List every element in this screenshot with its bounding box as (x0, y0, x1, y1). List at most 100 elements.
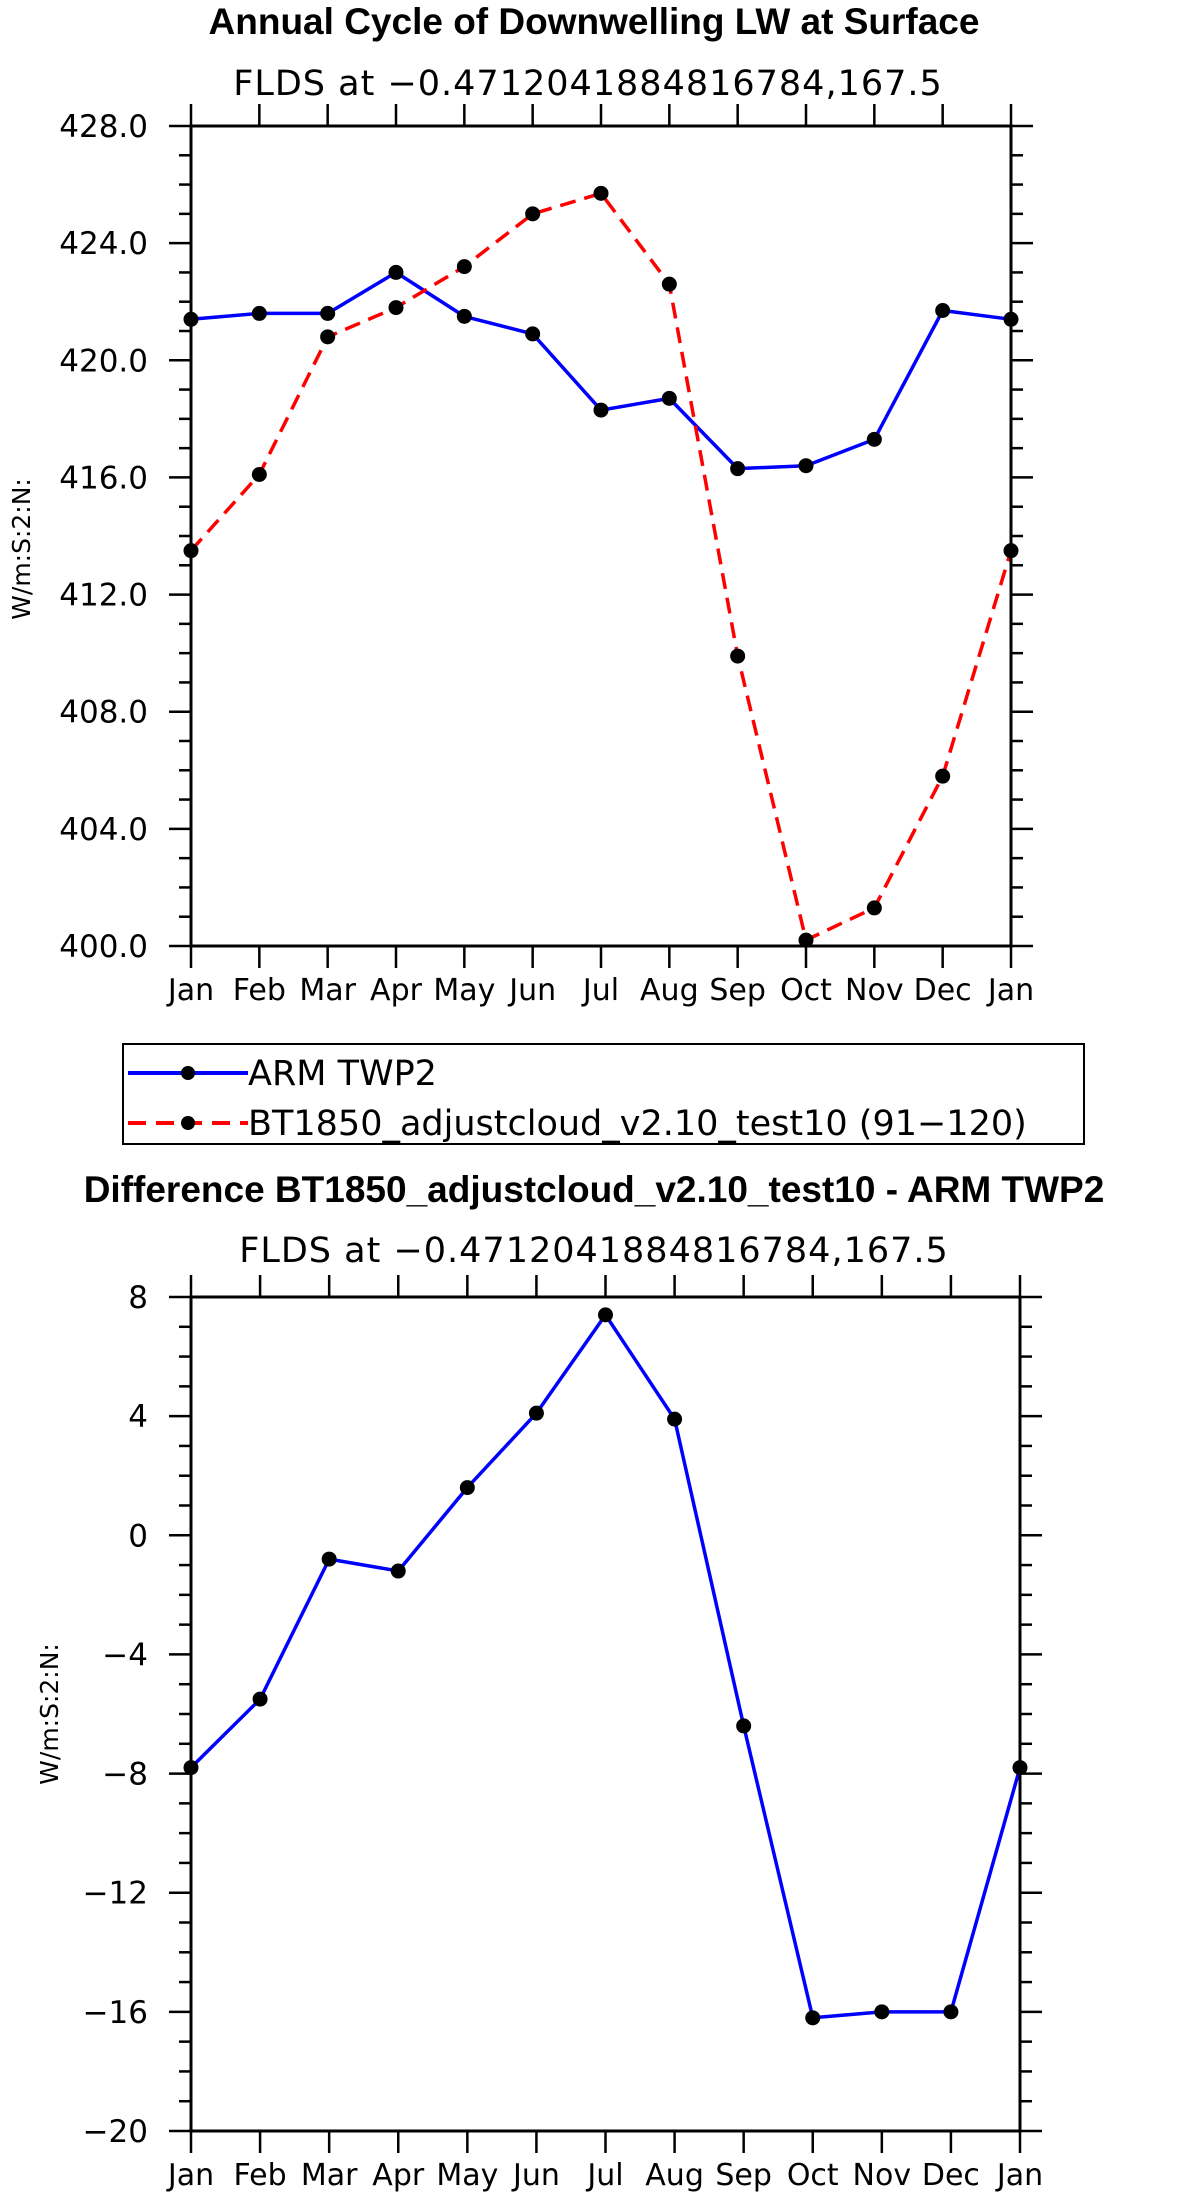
data-point (935, 303, 951, 318)
data-point (866, 900, 882, 916)
data-point (935, 768, 951, 784)
x-tick-label: Nov (853, 2158, 912, 2193)
x-tick-label: Mar (299, 973, 356, 1008)
data-point (390, 1563, 406, 1579)
legend: ARM TWP2 BT1850_adjustcloud_v2.10_test10… (122, 1043, 1085, 1145)
y-tick-label: −8 (102, 1757, 148, 1793)
y-axis-label: W/m:S:2:N: (7, 478, 36, 620)
legend-box (122, 1043, 1085, 1145)
x-tick-label: Mar (301, 2158, 358, 2193)
axes-ticks: 400.0 404.0 408.0 412.0 416.0 420.0 424.0 428.0… (59, 104, 1034, 1008)
data-point (456, 308, 472, 324)
y-tick-label: −16 (83, 1995, 148, 2031)
data-point (805, 2010, 821, 2026)
data-point (798, 458, 814, 474)
data-point (528, 1405, 544, 1421)
y-tick-label: 400.0 (59, 929, 148, 965)
plot-border (189, 1295, 1022, 2133)
y-axis-label: W/m:S:2:N: (35, 1643, 64, 1785)
legend-label-arm-twp2: ARM TWP2 (248, 1054, 437, 1094)
data-point (456, 259, 472, 275)
chart-title: Annual Cycle of Downwelling LW at Surfac… (209, 1, 980, 42)
x-tick-label: Jan (986, 973, 1034, 1008)
x-tick-label: Sep (709, 973, 766, 1008)
data-point (525, 326, 541, 342)
data-point (730, 461, 746, 477)
plot-frame (189, 1295, 1022, 2133)
x-tick-label: Feb (233, 973, 286, 1008)
legend-marker-arm-twp2 (181, 1066, 195, 1080)
legend-entry-model: BT1850_adjustcloud_v2.10_test10 (91−120) (128, 1104, 1027, 1144)
x-tick-label: Aug (645, 2158, 704, 2193)
data-point (874, 2004, 890, 2020)
data-point (667, 1411, 683, 1427)
y-tick-label: 428.0 (59, 109, 148, 145)
series-layer (183, 185, 1019, 948)
x-tick-label: May (433, 973, 495, 1008)
y-tick-label: 416.0 (59, 460, 148, 496)
y-tick-label: 408.0 (59, 695, 148, 731)
y-tick-label: 4 (128, 1399, 148, 1435)
data-point (730, 648, 746, 664)
series-line (189, 1313, 1022, 2020)
data-point (320, 305, 336, 321)
y-tick-label: −20 (83, 2114, 148, 2150)
x-tick-label: Aug (640, 973, 699, 1008)
legend-entry-arm-twp2: ARM TWP2 (128, 1054, 437, 1094)
y-tick-label: −4 (102, 1637, 148, 1673)
x-tick-label: Apr (370, 973, 423, 1008)
x-tick-label: Nov (845, 973, 904, 1008)
plot-border (189, 124, 1013, 948)
chart-subtitle: FLDS at −0.4712041884816784,167.5 (233, 64, 943, 104)
y-tick-label: 420.0 (59, 343, 148, 379)
chart-panel-difference: Difference BT1850_adjustcloud_v2.10_test… (35, 1169, 1104, 2193)
data-point (736, 1718, 752, 1734)
legend-label-model: BT1850_adjustcloud_v2.10_test10 (91−120) (248, 1104, 1027, 1144)
series-line (189, 191, 1013, 942)
data-point (866, 431, 882, 447)
data-point (388, 300, 404, 316)
axes-ticks: −20 −16 −12 −8 −4 0 4 8 Jan Feb Mar Apr May Jun Jul Aug… (83, 1275, 1043, 2193)
x-tick-label: Jul (585, 2158, 623, 2193)
x-tick-label: May (436, 2158, 498, 2193)
x-tick-label: Apr (372, 2158, 425, 2193)
y-tick-label: 8 (128, 1280, 148, 1316)
chart-panel-annual-cycle: Annual Cycle of Downwelling LW at Surfac… (7, 1, 1034, 1008)
chart-subtitle: FLDS at −0.4712041884816784,167.5 (239, 1231, 949, 1271)
x-tick-label: Jul (581, 973, 619, 1008)
data-point (459, 1480, 475, 1496)
x-tick-label: Dec (922, 2158, 980, 2193)
legend-marker-model (181, 1116, 195, 1130)
data-point (252, 1691, 268, 1707)
x-tick-label: Feb (234, 2158, 287, 2193)
x-tick-label: Sep (715, 2158, 772, 2193)
data-point (798, 932, 814, 948)
data-point (661, 276, 677, 292)
data-point (593, 402, 609, 418)
y-tick-label: 412.0 (59, 578, 148, 614)
data-point (943, 2004, 959, 2020)
series-layer (183, 1307, 1028, 2026)
x-tick-label: Jun (507, 973, 556, 1008)
x-tick-label: Oct (780, 973, 832, 1008)
data-point (598, 1307, 613, 1323)
data-point (251, 467, 267, 482)
x-tick-label: Jun (511, 2158, 560, 2193)
x-tick-label: Jan (995, 2158, 1043, 2193)
data-point (661, 390, 677, 406)
data-point (321, 1551, 337, 1567)
y-tick-label: 0 (128, 1518, 148, 1554)
data-point (320, 329, 336, 345)
y-tick-label: 404.0 (59, 812, 148, 848)
data-point (251, 305, 267, 321)
x-tick-label: Jan (166, 2158, 214, 2193)
chart-title: Difference BT1850_adjustcloud_v2.10_test… (84, 1169, 1105, 1210)
data-point (593, 185, 609, 201)
x-tick-label: Oct (787, 2158, 839, 2193)
series-line (190, 270, 1012, 471)
data-point (388, 264, 404, 280)
data-point (525, 206, 541, 222)
plot-frame (189, 124, 1013, 948)
y-tick-label: 424.0 (59, 226, 148, 262)
